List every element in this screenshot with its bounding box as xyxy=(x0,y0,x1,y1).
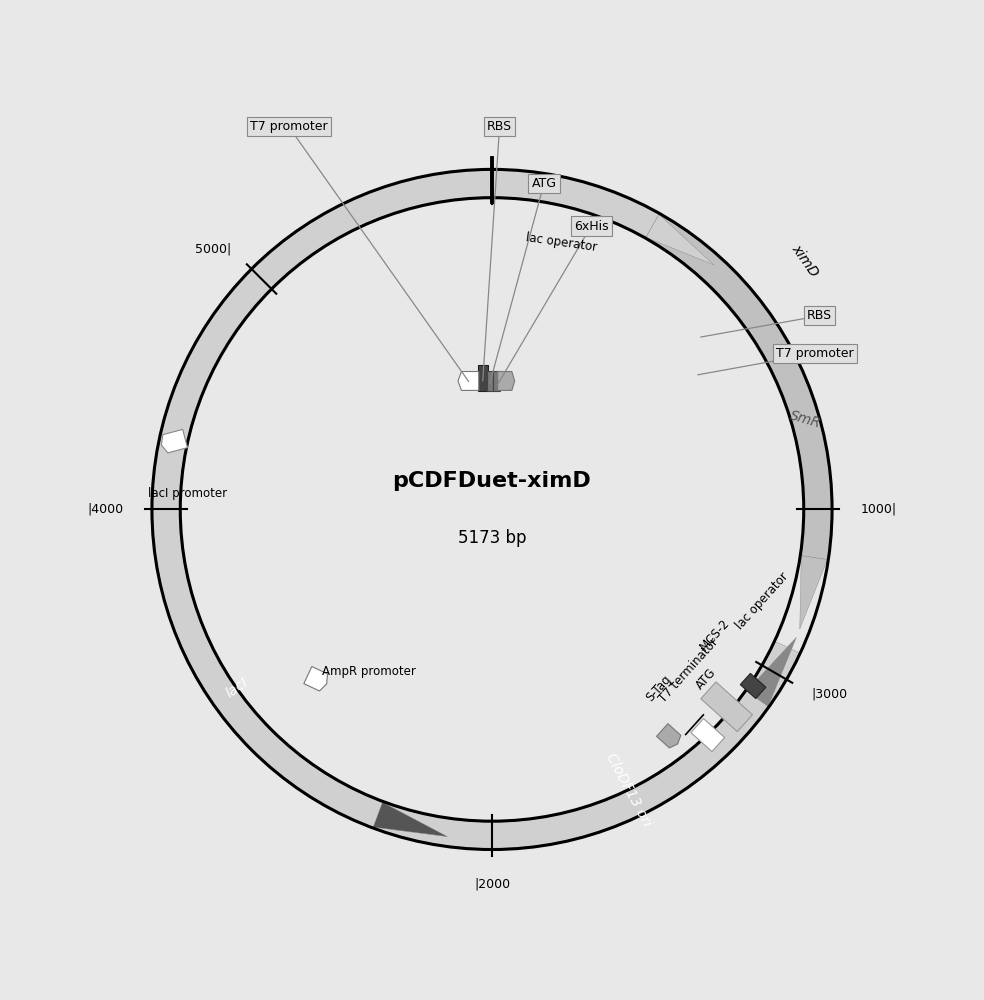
Text: T7 promoter: T7 promoter xyxy=(250,120,328,133)
Text: MCS-2: MCS-2 xyxy=(698,616,733,653)
Text: CloDF13 ori: CloDF13 ori xyxy=(603,751,653,829)
Polygon shape xyxy=(701,682,753,732)
Text: SmR: SmR xyxy=(788,408,823,431)
Polygon shape xyxy=(474,170,831,560)
Polygon shape xyxy=(487,371,493,391)
Text: T7 terminator: T7 terminator xyxy=(656,636,721,705)
Polygon shape xyxy=(373,802,448,837)
Text: lacI: lacI xyxy=(222,676,251,701)
Text: 5000|: 5000| xyxy=(195,242,231,255)
Text: AmpR promoter: AmpR promoter xyxy=(322,665,416,678)
Text: T7 promoter: T7 promoter xyxy=(776,347,854,360)
Text: |2000: |2000 xyxy=(474,878,510,891)
Text: |4000: |4000 xyxy=(88,503,124,516)
Text: lac operator: lac operator xyxy=(525,231,598,254)
Polygon shape xyxy=(691,719,724,752)
Polygon shape xyxy=(498,372,515,390)
Text: |3000: |3000 xyxy=(811,687,847,700)
Text: RBS: RBS xyxy=(487,120,512,133)
Text: 5173 bp: 5173 bp xyxy=(458,529,526,547)
Polygon shape xyxy=(656,724,681,748)
Text: ATG: ATG xyxy=(531,177,557,190)
Polygon shape xyxy=(646,214,713,265)
Polygon shape xyxy=(747,637,796,706)
Polygon shape xyxy=(445,691,769,849)
Polygon shape xyxy=(161,429,188,453)
Polygon shape xyxy=(740,673,766,699)
Text: lacI promoter: lacI promoter xyxy=(148,487,227,500)
Polygon shape xyxy=(153,170,799,849)
Text: pCDFDuet-ximD: pCDFDuet-ximD xyxy=(393,471,591,491)
Text: 6xHis: 6xHis xyxy=(574,220,608,233)
Text: ximD: ximD xyxy=(789,242,821,279)
Polygon shape xyxy=(153,480,383,827)
Text: S-Tag: S-Tag xyxy=(644,673,674,704)
Text: lac operator: lac operator xyxy=(734,570,791,632)
Text: 1000|: 1000| xyxy=(860,503,896,516)
Text: ATG: ATG xyxy=(693,666,718,692)
Polygon shape xyxy=(493,371,500,391)
Polygon shape xyxy=(478,365,488,391)
Text: RBS: RBS xyxy=(807,309,832,322)
Polygon shape xyxy=(458,372,479,390)
Polygon shape xyxy=(800,556,828,629)
Polygon shape xyxy=(304,667,328,691)
